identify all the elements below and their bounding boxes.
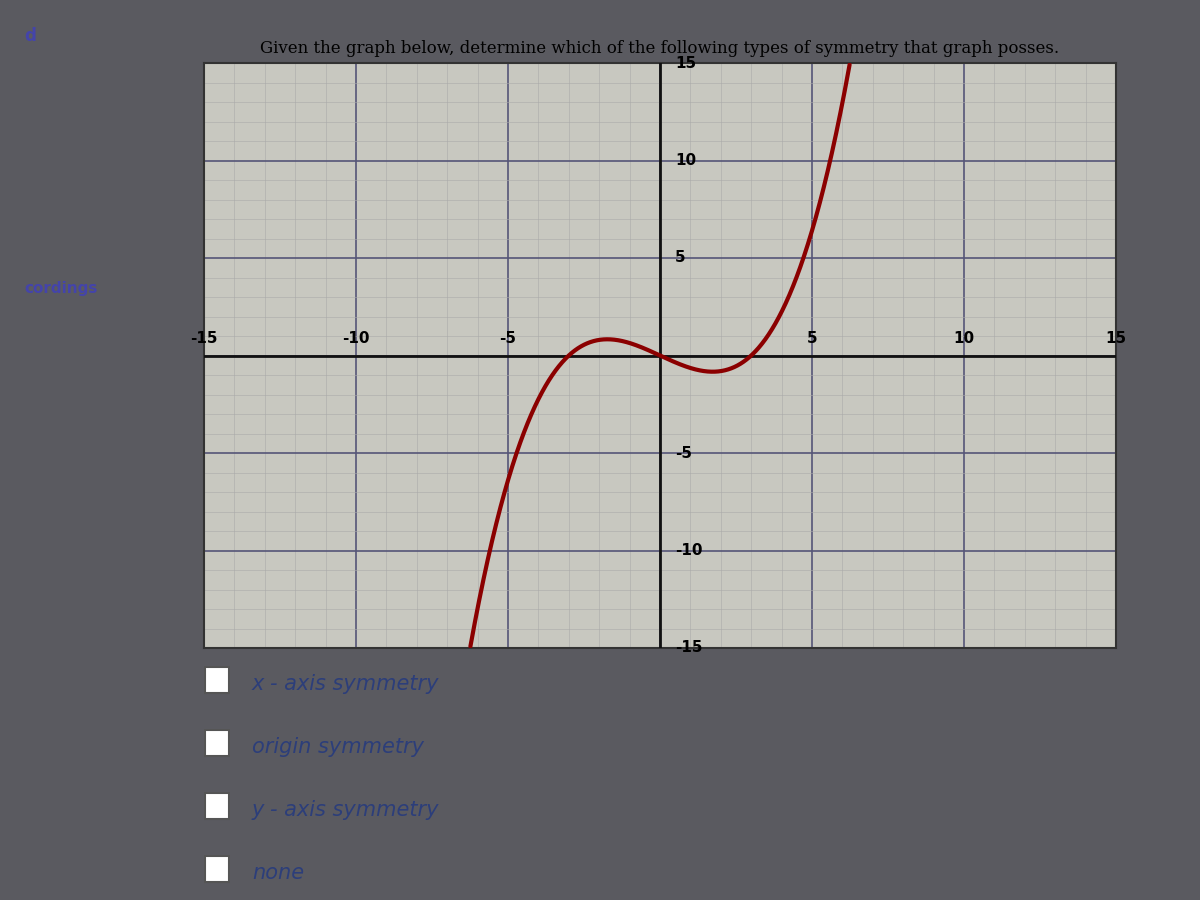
Text: 15: 15 — [1105, 331, 1127, 346]
Text: 15: 15 — [676, 56, 696, 70]
Text: 5: 5 — [676, 250, 686, 266]
Text: origin symmetry: origin symmetry — [252, 737, 424, 757]
Text: 10: 10 — [954, 331, 974, 346]
Text: -15: -15 — [191, 331, 217, 346]
Text: x - axis symmetry: x - axis symmetry — [252, 674, 439, 694]
Text: 10: 10 — [676, 153, 696, 168]
Text: -5: -5 — [499, 331, 516, 346]
Text: -15: -15 — [676, 641, 703, 655]
Text: 5: 5 — [806, 331, 817, 346]
Text: -5: -5 — [676, 446, 692, 461]
Text: Given the graph below, determine which of the following types of symmetry that g: Given the graph below, determine which o… — [260, 40, 1060, 57]
Text: y - axis symmetry: y - axis symmetry — [252, 800, 439, 820]
Text: none: none — [252, 863, 304, 883]
Text: -10: -10 — [676, 543, 703, 558]
Text: cordings: cordings — [24, 281, 97, 295]
Text: d: d — [24, 27, 36, 45]
Text: -10: -10 — [342, 331, 370, 346]
